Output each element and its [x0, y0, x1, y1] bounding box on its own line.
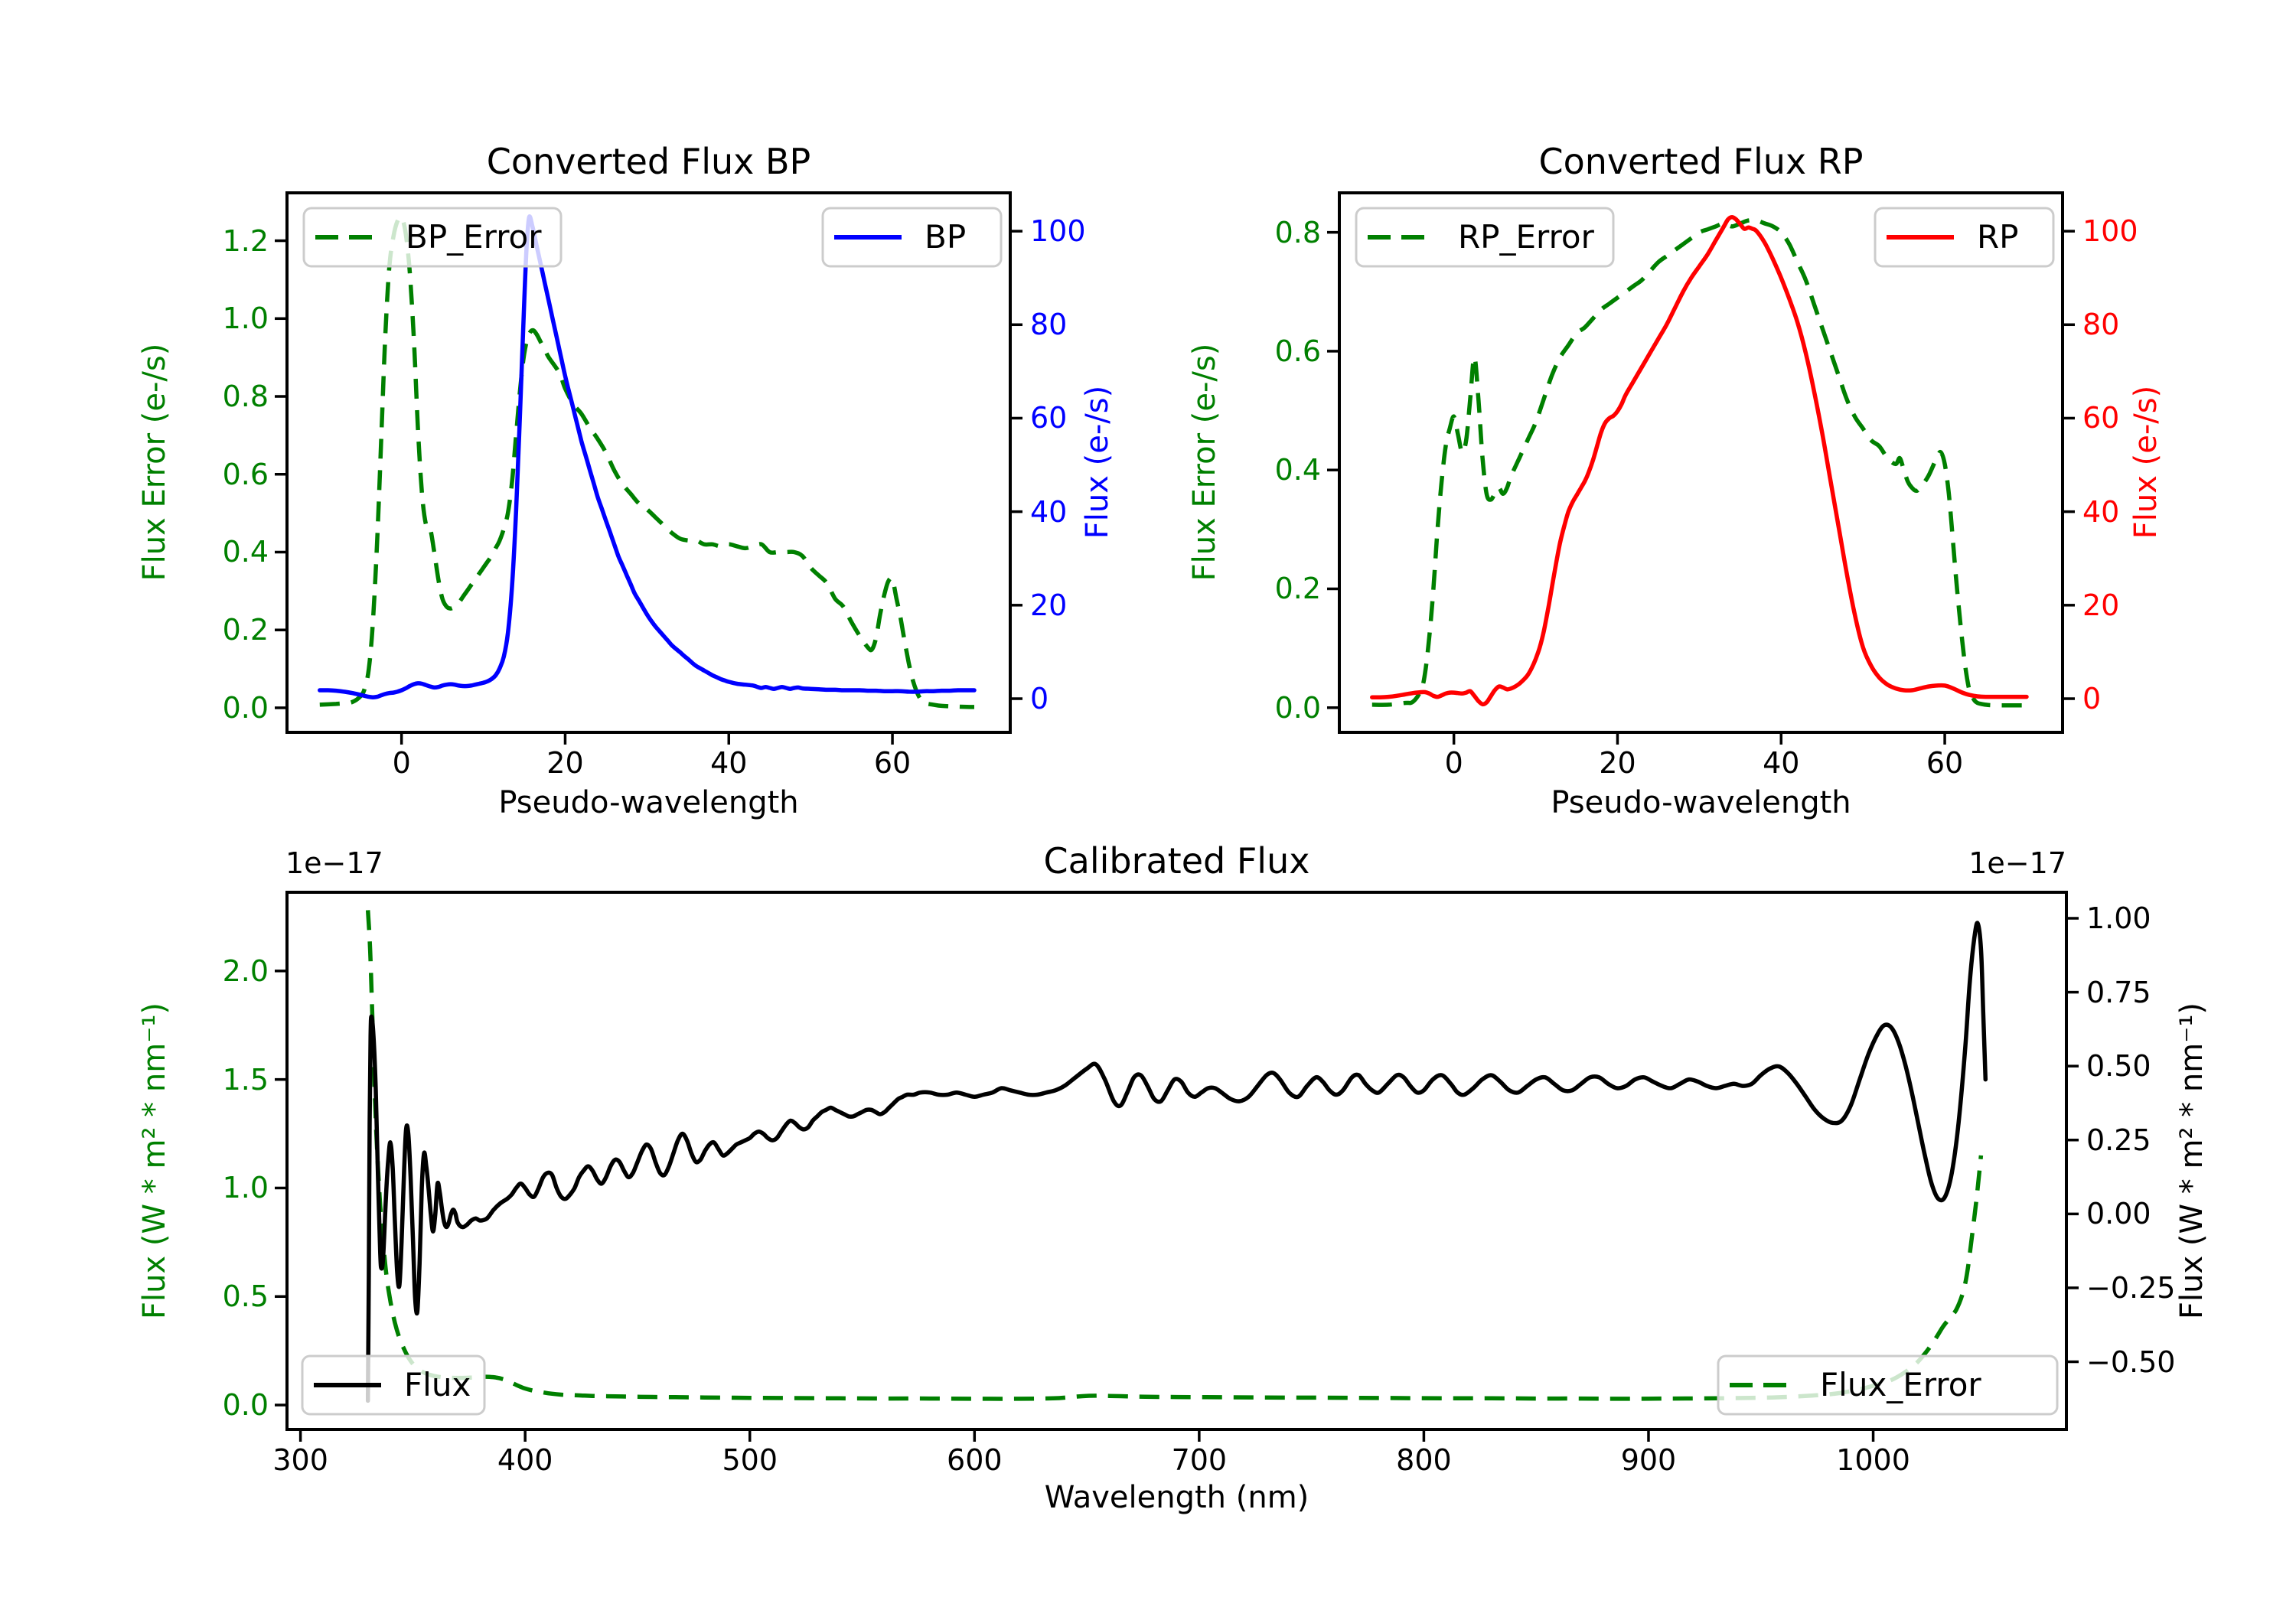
cal-left-y-tick-label: 2.0 — [222, 953, 269, 988]
bp-right-y-tick-label: 40 — [1030, 494, 1068, 529]
rp-x-tick-label: 0 — [1444, 746, 1463, 780]
cal-right-y-tick-label: 1.00 — [2086, 901, 2151, 935]
cal-right-y-tick-label: 0.50 — [2086, 1049, 2151, 1084]
bp-xaxis-label: Pseudo-wavelength — [498, 785, 799, 820]
cal-left-y-tick-label: 0.5 — [222, 1279, 269, 1314]
rp-right-y-tick-label: 80 — [2082, 308, 2120, 342]
rp-left-y-tick-label: 0.4 — [1274, 453, 1321, 487]
rp-right-y-tick-label: 60 — [2082, 401, 2120, 435]
bp-plot-frame — [285, 191, 1012, 734]
bp-legend-label: BP — [925, 218, 967, 256]
bp-left-y-tick-label: 0.2 — [222, 613, 269, 647]
rp-right-y-tick-label: 100 — [2082, 214, 2138, 249]
bp-error-curve — [319, 214, 975, 709]
bp-right-y-tick-label: 0 — [1030, 682, 1049, 715]
rp-legend-box — [1874, 207, 2055, 268]
cal-plot-title: Calibrated Flux — [1043, 840, 1310, 882]
rp-right-yaxis-label: Flux (e-/s) — [2128, 385, 2164, 539]
bp-plot-title: Converted Flux BP — [486, 141, 811, 182]
cal-x-tick-label: 300 — [272, 1443, 328, 1477]
cal-x-tick-label: 400 — [497, 1443, 553, 1477]
cal-xaxis-label: Wavelength (nm) — [1044, 1480, 1309, 1515]
bp-legend-box — [302, 207, 563, 268]
rp-right-y-tick-label: 40 — [2082, 494, 2120, 529]
cal-plot-frame — [285, 891, 2068, 1431]
rp-x-tick-label: 40 — [1763, 746, 1800, 780]
cal-right-y-tick-label: −0.25 — [2086, 1270, 2176, 1305]
rp-xaxis-label: Pseudo-wavelength — [1551, 785, 1851, 820]
rp-error-legend-label: RP_Error — [1458, 218, 1594, 256]
rp-legend-label: RP — [1977, 218, 2019, 256]
flux-legend-label: Flux — [404, 1366, 471, 1403]
bp-x-tick-label: 0 — [392, 746, 411, 780]
bp-right-y-tick-label: 20 — [1030, 588, 1068, 622]
cal-legend-box — [301, 1354, 486, 1416]
cal-right-y-tick-label: 0.25 — [2086, 1123, 2151, 1157]
bp-left-y-tick-label: 1.0 — [222, 302, 269, 336]
bp-x-tick-label: 60 — [873, 746, 912, 780]
bp-left-y-tick-label: 0.8 — [222, 380, 269, 414]
bp-left-y-tick-label: 1.2 — [222, 223, 269, 258]
bp-left-y-tick-label: 0.0 — [222, 690, 269, 725]
bp-right-y-tick-label: 100 — [1030, 214, 1086, 249]
rp-plot-frame — [1338, 191, 2064, 734]
rp-right-y-tick-label: 20 — [2082, 588, 2120, 622]
cal-left-offset-label: 1e−17 — [285, 846, 383, 880]
rp-right-y-tick-label: 0 — [2082, 682, 2102, 715]
rp-x-tick-label: 20 — [1599, 746, 1636, 780]
cal-x-tick-label: 900 — [1620, 1443, 1677, 1477]
cal-x-tick-label: 800 — [1396, 1443, 1452, 1477]
bp-right-yaxis-label: Flux (e-/s) — [1080, 385, 1115, 539]
bp-error-legend-label: BP_Error — [406, 218, 542, 256]
rp-legend-box — [1355, 207, 1615, 268]
cal-x-tick-label: 600 — [947, 1443, 1003, 1477]
rp-error-curve — [1371, 217, 2027, 708]
bp-x-tick-label: 40 — [710, 746, 748, 780]
rp-left-y-tick-label: 0.8 — [1274, 215, 1321, 249]
cal-right-y-tick-label: 0.00 — [2086, 1197, 2151, 1231]
rp-x-tick-label: 60 — [1926, 746, 1964, 780]
cal-right-y-tick-label: −0.50 — [2086, 1345, 2176, 1379]
bp-right-y-tick-label: 60 — [1030, 401, 1068, 435]
rp-left-y-tick-label: 0.2 — [1274, 572, 1321, 606]
cal-legend-box — [1717, 1354, 2059, 1416]
cal-left-y-tick-label: 1.0 — [222, 1171, 269, 1205]
cal-x-tick-label: 1000 — [1836, 1443, 1910, 1477]
flux-curve — [365, 921, 1988, 1403]
bp-curve — [318, 214, 977, 699]
cal-right-y-tick-label: 0.75 — [2086, 975, 2151, 1009]
rp-plot-title: Converted Flux RP — [1538, 141, 1864, 182]
cal-right-offset-label: 1e−17 — [1968, 846, 2066, 880]
bp-x-tick-label: 20 — [546, 746, 584, 780]
bp-left-y-tick-label: 0.6 — [222, 457, 269, 491]
bp-left-y-tick-label: 0.4 — [222, 535, 269, 569]
rp-left-y-tick-label: 0.0 — [1274, 690, 1321, 725]
rp-left-y-tick-label: 0.6 — [1274, 334, 1321, 368]
flux-error-legend-label: Flux_Error — [1820, 1366, 1981, 1403]
bp-right-y-tick-label: 80 — [1030, 308, 1068, 342]
cal-x-tick-label: 700 — [1171, 1443, 1228, 1477]
cal-left-y-tick-label: 0.0 — [222, 1388, 269, 1423]
cal-x-tick-label: 500 — [722, 1443, 778, 1477]
cal-left-y-tick-label: 1.5 — [222, 1062, 269, 1097]
flux-error-curve — [365, 910, 1984, 1401]
rp-curve — [1370, 215, 2029, 707]
bp-legend-box — [821, 207, 1003, 268]
